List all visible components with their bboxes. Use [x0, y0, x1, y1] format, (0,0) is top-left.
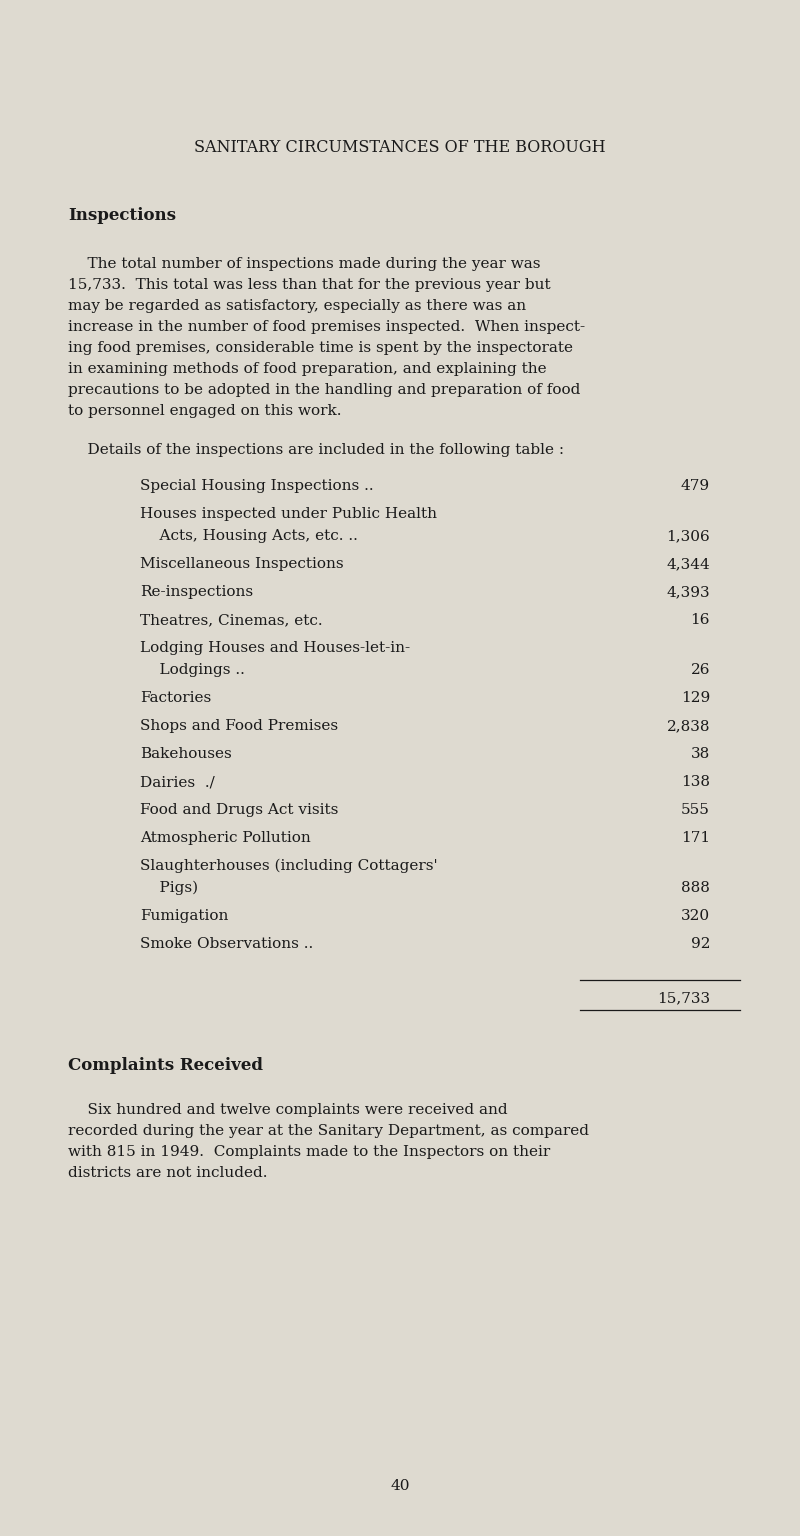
Text: 15,733: 15,733: [657, 991, 710, 1005]
Text: districts are not included.: districts are not included.: [68, 1166, 267, 1180]
Text: 40: 40: [390, 1479, 410, 1493]
Text: Theatres, Cinemas, etc.: Theatres, Cinemas, etc.: [140, 613, 322, 627]
Text: Smoke Observations ..: Smoke Observations ..: [140, 937, 314, 951]
Text: Lodgings ..: Lodgings ..: [140, 664, 245, 677]
Text: Acts, Housing Acts, etc. ..: Acts, Housing Acts, etc. ..: [140, 528, 358, 544]
Text: 555: 555: [681, 803, 710, 817]
Text: to personnel engaged on this work.: to personnel engaged on this work.: [68, 404, 342, 418]
Text: 1,306: 1,306: [666, 528, 710, 544]
Text: 2,838: 2,838: [666, 719, 710, 733]
Text: Six hundred and twelve complaints were received and: Six hundred and twelve complaints were r…: [68, 1103, 508, 1117]
Text: in examining methods of food preparation, and explaining the: in examining methods of food preparation…: [68, 362, 546, 376]
Text: 92: 92: [690, 937, 710, 951]
Text: Bakehouses: Bakehouses: [140, 746, 232, 760]
Text: Dairies  ./: Dairies ./: [140, 776, 214, 790]
Text: Inspections: Inspections: [68, 207, 176, 224]
Text: precautions to be adopted in the handling and preparation of food: precautions to be adopted in the handlin…: [68, 382, 580, 396]
Text: Shops and Food Premises: Shops and Food Premises: [140, 719, 338, 733]
Text: Pigs): Pigs): [140, 880, 198, 895]
Text: Details of the inspections are included in the following table :: Details of the inspections are included …: [68, 442, 564, 458]
Text: Fumigation: Fumigation: [140, 909, 228, 923]
Text: Complaints Received: Complaints Received: [68, 1057, 263, 1074]
Text: 129: 129: [681, 691, 710, 705]
Text: Lodging Houses and Houses-let-in-: Lodging Houses and Houses-let-in-: [140, 641, 410, 654]
Text: 16: 16: [690, 613, 710, 627]
Text: 15,733.  This total was less than that for the previous year but: 15,733. This total was less than that fo…: [68, 278, 550, 292]
Text: increase in the number of food premises inspected.  When inspect-: increase in the number of food premises …: [68, 319, 585, 333]
Text: Special Housing Inspections ..: Special Housing Inspections ..: [140, 479, 374, 493]
Text: with 815 in 1949.  Complaints made to the Inspectors on their: with 815 in 1949. Complaints made to the…: [68, 1144, 550, 1160]
Text: 320: 320: [681, 909, 710, 923]
Text: Houses inspected under Public Health: Houses inspected under Public Health: [140, 507, 437, 521]
Text: 4,344: 4,344: [666, 558, 710, 571]
Text: 26: 26: [690, 664, 710, 677]
Text: SANITARY CIRCUMSTANCES OF THE BOROUGH: SANITARY CIRCUMSTANCES OF THE BOROUGH: [194, 138, 606, 157]
Text: Factories: Factories: [140, 691, 211, 705]
Text: recorded during the year at the Sanitary Department, as compared: recorded during the year at the Sanitary…: [68, 1124, 589, 1138]
Text: ing food premises, considerable time is spent by the inspectorate: ing food premises, considerable time is …: [68, 341, 573, 355]
Text: 138: 138: [681, 776, 710, 790]
Text: 38: 38: [690, 746, 710, 760]
Text: Atmospheric Pollution: Atmospheric Pollution: [140, 831, 310, 845]
Text: The total number of inspections made during the year was: The total number of inspections made dur…: [68, 257, 541, 270]
Text: Re-inspections: Re-inspections: [140, 585, 253, 599]
Text: 4,393: 4,393: [666, 585, 710, 599]
Text: Food and Drugs Act visits: Food and Drugs Act visits: [140, 803, 338, 817]
Text: 171: 171: [681, 831, 710, 845]
Text: Miscellaneous Inspections: Miscellaneous Inspections: [140, 558, 344, 571]
Text: may be regarded as satisfactory, especially as there was an: may be regarded as satisfactory, especia…: [68, 300, 526, 313]
Text: Slaughterhouses (including Cottagers': Slaughterhouses (including Cottagers': [140, 859, 438, 872]
Text: 479: 479: [681, 479, 710, 493]
Text: 888: 888: [681, 882, 710, 895]
